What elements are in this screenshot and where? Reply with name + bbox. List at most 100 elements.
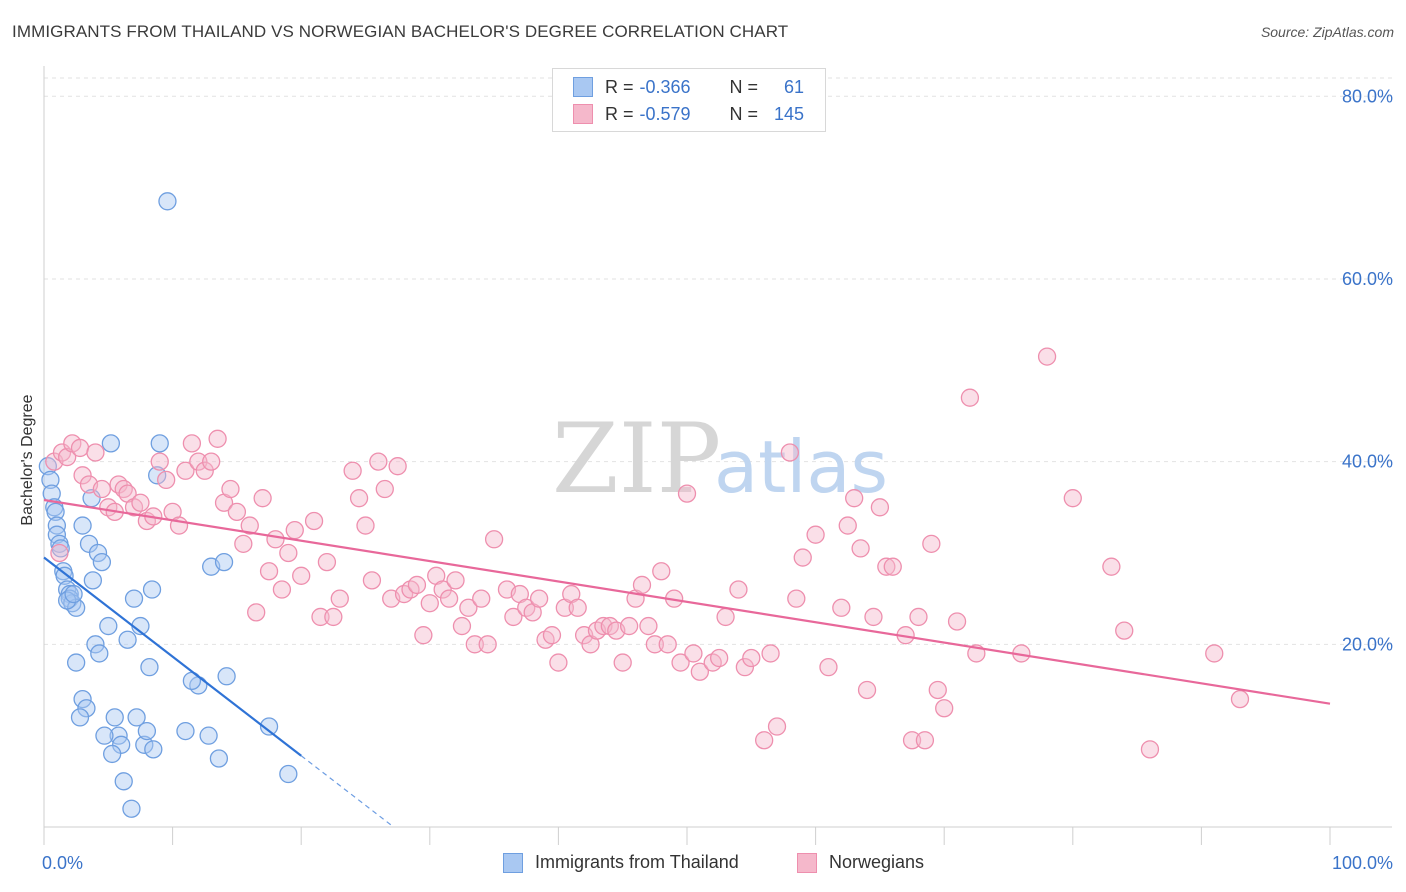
point-norwegians bbox=[902, 731, 922, 750]
point-norwegians bbox=[311, 607, 330, 627]
point-norwegians bbox=[710, 648, 729, 668]
point-norwegians bbox=[877, 557, 896, 576]
stats-legend: R = -0.366 N = 61 R = -0.579 N = 145 bbox=[552, 68, 826, 132]
legend-r-value-thailand: -0.366 bbox=[639, 76, 691, 97]
point-norwegians bbox=[935, 699, 954, 718]
legend-row-thailand: R = -0.366 N = 61 bbox=[573, 75, 804, 99]
point-norwegians bbox=[189, 452, 208, 471]
trend-lines bbox=[43, 498, 1331, 826]
point-thailand bbox=[124, 589, 144, 608]
point-norwegians bbox=[549, 653, 568, 672]
bottom-legend-thailand[interactable]: Immigrants from Thailand bbox=[503, 852, 739, 873]
watermark-atlas: atlas bbox=[714, 425, 888, 509]
point-norwegians bbox=[1037, 347, 1057, 366]
point-norwegians bbox=[915, 731, 935, 750]
point-norwegians bbox=[870, 498, 890, 517]
point-norwegians bbox=[182, 434, 202, 453]
point-norwegians bbox=[960, 388, 980, 407]
point-norwegians bbox=[484, 530, 504, 549]
point-norwegians bbox=[407, 575, 427, 595]
point-norwegians bbox=[838, 516, 857, 535]
point-norwegians bbox=[947, 612, 967, 631]
point-norwegians bbox=[857, 680, 877, 700]
point-norwegians bbox=[761, 644, 780, 663]
series-thailand-points bbox=[38, 192, 298, 818]
tick-labels: 20.0% 40.0% 60.0% 80.0% 0.0% 100.0% bbox=[42, 86, 1393, 873]
point-norwegians bbox=[324, 607, 343, 627]
point-thailand bbox=[77, 699, 96, 718]
x-tick-label-start: 0.0% bbox=[42, 853, 83, 873]
point-norwegians bbox=[755, 731, 774, 750]
point-norwegians bbox=[202, 452, 221, 471]
point-norwegians bbox=[221, 479, 240, 499]
point-norwegians bbox=[1205, 644, 1224, 663]
point-thailand bbox=[279, 764, 298, 784]
point-norwegians bbox=[922, 534, 941, 553]
point-norwegians bbox=[247, 603, 266, 622]
point-norwegians bbox=[684, 644, 703, 663]
point-thailand bbox=[86, 635, 105, 654]
point-thailand bbox=[73, 689, 92, 709]
bottom-legend-swatch-pink bbox=[797, 852, 817, 873]
point-norwegians bbox=[86, 443, 105, 462]
point-thailand bbox=[122, 799, 141, 818]
point-thailand bbox=[127, 708, 146, 727]
point-thailand bbox=[150, 434, 169, 453]
point-norwegians bbox=[57, 447, 77, 467]
point-norwegians bbox=[349, 489, 369, 508]
point-norwegians bbox=[780, 443, 800, 462]
point-thailand bbox=[64, 584, 83, 604]
point-norwegians bbox=[157, 470, 176, 490]
point-norwegians bbox=[433, 580, 452, 599]
point-norwegians bbox=[1140, 740, 1160, 759]
legend-n-value-thailand: 61 bbox=[784, 76, 805, 97]
bottom-legend-norwegians[interactable]: Norwegians bbox=[797, 852, 924, 873]
legend-n-label: N = bbox=[729, 103, 759, 124]
point-norwegians bbox=[787, 589, 806, 608]
point-norwegians bbox=[208, 429, 227, 448]
y-axis-label: Bachelor's Degree bbox=[19, 394, 36, 526]
legend-n-value-norwegians: 145 bbox=[773, 103, 805, 124]
point-thailand bbox=[114, 772, 133, 791]
point-norwegians bbox=[806, 525, 825, 544]
point-norwegians bbox=[729, 580, 748, 599]
bottom-legend-swatch-blue bbox=[503, 852, 523, 873]
point-norwegians bbox=[677, 484, 697, 503]
legend-n-label: N = bbox=[729, 76, 759, 97]
point-norwegians bbox=[652, 562, 671, 581]
y-tick-label: 60.0% bbox=[1342, 269, 1393, 289]
point-thailand bbox=[105, 708, 124, 727]
point-norwegians bbox=[446, 571, 465, 590]
point-thailand bbox=[46, 502, 65, 522]
point-thailand bbox=[103, 744, 122, 764]
bottom-legend-label-thailand: Immigrants from Thailand bbox=[535, 852, 739, 872]
legend-r-value-norwegians: -0.579 bbox=[639, 103, 691, 124]
point-norwegians bbox=[793, 548, 812, 567]
point-norwegians bbox=[1063, 489, 1082, 508]
point-norwegians bbox=[375, 479, 394, 499]
legend-swatch-pink bbox=[573, 104, 593, 124]
point-norwegians bbox=[73, 466, 92, 485]
point-norwegians bbox=[240, 516, 259, 535]
point-thailand bbox=[217, 667, 236, 686]
gridlines bbox=[44, 77, 1392, 645]
point-norwegians bbox=[883, 557, 902, 576]
series-norwegians-points bbox=[45, 347, 1250, 759]
point-norwegians bbox=[253, 489, 272, 508]
point-norwegians bbox=[234, 534, 253, 553]
point-thailand bbox=[214, 552, 234, 572]
point-norwegians bbox=[414, 626, 433, 645]
point-norwegians bbox=[632, 575, 652, 595]
point-norwegians bbox=[529, 589, 549, 608]
point-thailand bbox=[142, 580, 162, 599]
legend-r-label: R = bbox=[605, 76, 634, 97]
point-norwegians bbox=[452, 616, 472, 636]
point-norwegians bbox=[420, 594, 439, 613]
point-thailand bbox=[92, 552, 112, 572]
y-tick-label: 40.0% bbox=[1342, 452, 1393, 472]
point-norwegians bbox=[928, 680, 947, 700]
point-norwegians bbox=[388, 457, 407, 476]
point-norwegians bbox=[658, 635, 677, 654]
point-norwegians bbox=[266, 530, 285, 549]
